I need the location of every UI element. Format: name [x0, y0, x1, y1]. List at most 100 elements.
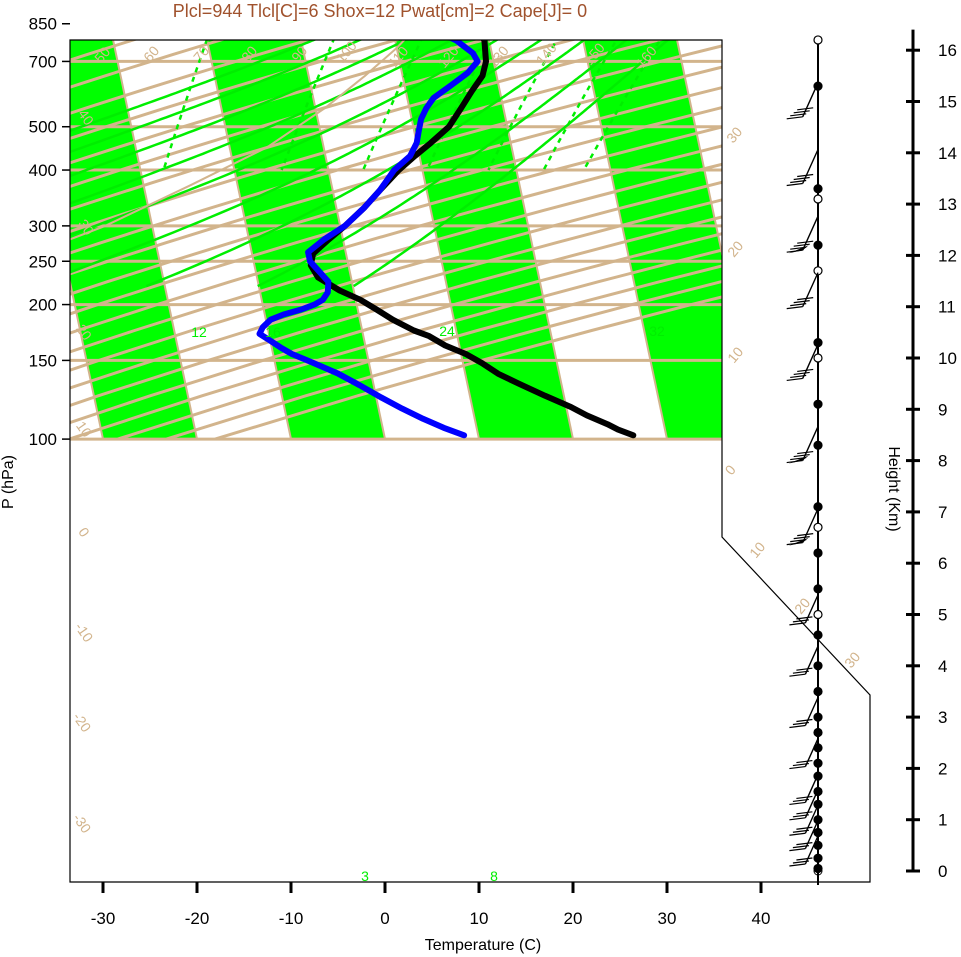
dry-adiabat — [70, 40, 870, 441]
height-marker — [813, 266, 823, 276]
height-tick-label: 14 — [938, 144, 957, 163]
height-marker — [813, 522, 823, 532]
dry-adiabat — [70, 40, 870, 441]
dry-adiabat — [70, 40, 515, 441]
isotherm-line — [194, 40, 292, 440]
wind-barb — [789, 789, 819, 821]
temperature-tick-label: -10 — [279, 909, 304, 928]
height-tick-label: 7 — [938, 503, 947, 522]
height-marker — [813, 35, 823, 45]
moist-adiabat — [70, 40, 461, 288]
height-tick-label: 1 — [938, 811, 947, 830]
temperature-tick-label: 40 — [752, 909, 771, 928]
wind-barb-column — [786, 35, 823, 885]
height-marker — [813, 661, 823, 671]
dry-adiabat — [70, 40, 870, 441]
wind-barb — [786, 426, 819, 464]
height-marker — [813, 630, 823, 640]
pressure-tick-label: 850 — [29, 15, 57, 34]
dry-adiabat — [70, 40, 870, 441]
wind-barb — [789, 804, 819, 836]
moist-adiabat — [70, 40, 574, 288]
diagram-label: 20 — [724, 238, 746, 260]
diagram-label: 30 — [723, 124, 745, 146]
moist-adiabat — [353, 40, 725, 288]
wind-barb — [786, 149, 819, 187]
isotherm-line — [852, 40, 870, 440]
dry-adiabat — [70, 40, 870, 441]
height-marker — [813, 502, 823, 512]
moist-adiabat — [70, 40, 537, 288]
diagram-label: 0 — [722, 462, 739, 478]
wind-barb — [786, 215, 819, 254]
pressure-tick-label: 150 — [29, 351, 57, 370]
wind-barb — [789, 697, 819, 729]
chart-title: Plcl=944 Tlcl[C]=6 Shox=12 Pwat[cm]=2 Ca… — [173, 1, 587, 21]
height-marker — [813, 799, 823, 809]
mixing-ratio-line — [280, 40, 360, 171]
x-axis-title: Temperature (C) — [425, 937, 541, 954]
wind-barb — [786, 82, 819, 120]
moist-adiabat — [145, 40, 649, 288]
pressure-tick-label: 250 — [29, 252, 57, 271]
temperature-tick-label: 0 — [380, 909, 389, 928]
isotherm-band — [0, 0, 9, 439]
wind-barb — [789, 594, 819, 626]
height-tick-label: 10 — [938, 349, 957, 368]
diagram-label: 3 — [361, 868, 369, 884]
plot-frame — [69, 39, 871, 883]
isotherm-band — [195, 40, 385, 440]
pressure-tick-label: 500 — [29, 118, 57, 137]
height-tick-label: 13 — [938, 195, 957, 214]
height-tick-label: 3 — [938, 708, 947, 727]
diagram-label: 32 — [649, 323, 665, 339]
dry-adiabat — [70, 40, 611, 441]
wind-barb — [813, 866, 823, 876]
temperature-axis: -30 -20 -10 0 10 20 30 40 — [91, 882, 771, 928]
height-tick-label: 9 — [938, 400, 947, 419]
height-tick-label: 4 — [938, 657, 947, 676]
dry-adiabat — [70, 40, 870, 441]
wind-barb — [789, 774, 819, 806]
dry-adiabat — [70, 40, 801, 441]
isotherm-line — [0, 0, 9, 439]
moist-adiabat — [70, 40, 499, 288]
pressure-tick-label: 700 — [29, 52, 57, 71]
height-tick-label: 15 — [938, 93, 957, 112]
height-marker — [813, 758, 823, 768]
wind-barb — [789, 738, 819, 770]
y-axis-title: P (hPa) — [0, 455, 17, 509]
diagram-label: 24 — [439, 323, 455, 339]
diagram-label: -10 — [72, 619, 97, 645]
dry-adiabat — [70, 40, 870, 441]
height-marker — [813, 827, 823, 838]
height-marker — [813, 399, 823, 409]
temperature-tick-label: -20 — [185, 909, 210, 928]
diagram-label: 16 — [265, 324, 281, 340]
parcel-line — [70, 40, 480, 306]
diagram-label: 10 — [724, 344, 746, 366]
pressure-tick-label: 100 — [29, 430, 57, 449]
wind-barb — [786, 272, 819, 310]
moist-adiabat — [70, 40, 612, 288]
dry-adiabat — [70, 40, 870, 441]
height-marker — [813, 863, 823, 874]
mixing-ratio-line — [487, 40, 591, 171]
height-marker — [813, 584, 823, 594]
sounding-profiles — [256, 40, 637, 439]
isotherm-line — [100, 40, 198, 440]
wind-barb — [789, 645, 819, 677]
isotherm-line — [947, 0, 961, 439]
height-tick-label: 6 — [938, 554, 947, 573]
height-marker — [813, 184, 823, 194]
height-tick-label: 2 — [938, 759, 947, 778]
height-tick-label: 0 — [938, 862, 947, 881]
isotherm-line — [476, 40, 574, 440]
height-tick-label: 8 — [938, 452, 947, 471]
diagram-label: 8 — [490, 868, 498, 884]
isotherm-band — [947, 0, 961, 439]
isotherm-band — [571, 40, 761, 440]
height-tick-label: 11 — [938, 298, 956, 317]
